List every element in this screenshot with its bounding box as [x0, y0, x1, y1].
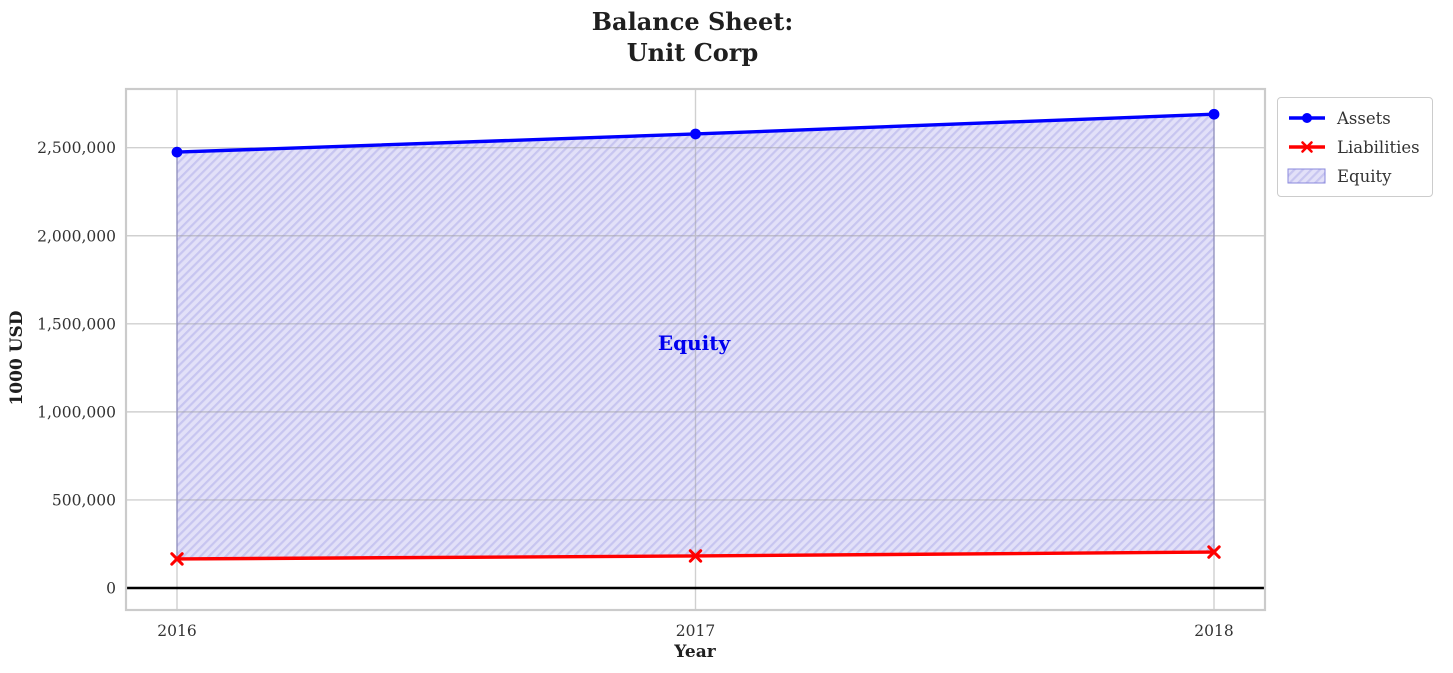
- y-tick-label: 500,000: [52, 491, 116, 509]
- chart-title: Balance Sheet: Unit Corp: [591, 7, 794, 67]
- x-axis-label: Year: [674, 642, 716, 662]
- y-tick-label: 0: [106, 580, 116, 598]
- y-tick-labels: 0 500,000 1,000,000 1,500,000 2,000,000 2,500…: [37, 139, 116, 597]
- legend-label-liabilities: Liabilities: [1337, 137, 1420, 157]
- equity-hatch-swatch: [1287, 167, 1327, 185]
- y-tick-label: 2,500,000: [37, 139, 116, 157]
- liabilities-series: [170, 545, 1221, 566]
- assets-line-swatch: [1287, 109, 1327, 127]
- assets-series: [171, 108, 1220, 158]
- liabilities-marker: [1207, 545, 1221, 559]
- legend-item-liabilities: Liabilities: [1287, 134, 1420, 160]
- chart-legend: Assets Liabilities Equity: [1277, 97, 1433, 197]
- y-tick-label: 2,000,000: [37, 227, 116, 245]
- y-tick-label: 1,000,000: [37, 403, 116, 421]
- liabilities-marker: [170, 552, 184, 566]
- legend-item-equity: Equity: [1287, 163, 1420, 189]
- x-tick-labels: 2016 2017 2018: [157, 622, 1233, 640]
- legend-item-assets: Assets: [1287, 105, 1420, 131]
- plot-frame: [124, 87, 1267, 612]
- equity-area-annotation: Equity: [657, 331, 731, 355]
- x-tick-label: 2018: [1194, 622, 1233, 640]
- y-tick-label: 1,500,000: [37, 315, 116, 333]
- y-axis-label: 1000 USD: [7, 310, 27, 406]
- assets-marker: [1208, 108, 1220, 120]
- legend-label-assets: Assets: [1337, 108, 1391, 128]
- liabilities-marker: [688, 549, 703, 563]
- x-tick-label: 2016: [157, 622, 196, 640]
- assets-marker: [171, 146, 183, 158]
- x-tick-label: 2017: [676, 622, 715, 640]
- legend-label-equity: Equity: [1337, 166, 1392, 186]
- liabilities-line-swatch: [1287, 138, 1327, 156]
- assets-marker: [690, 128, 701, 140]
